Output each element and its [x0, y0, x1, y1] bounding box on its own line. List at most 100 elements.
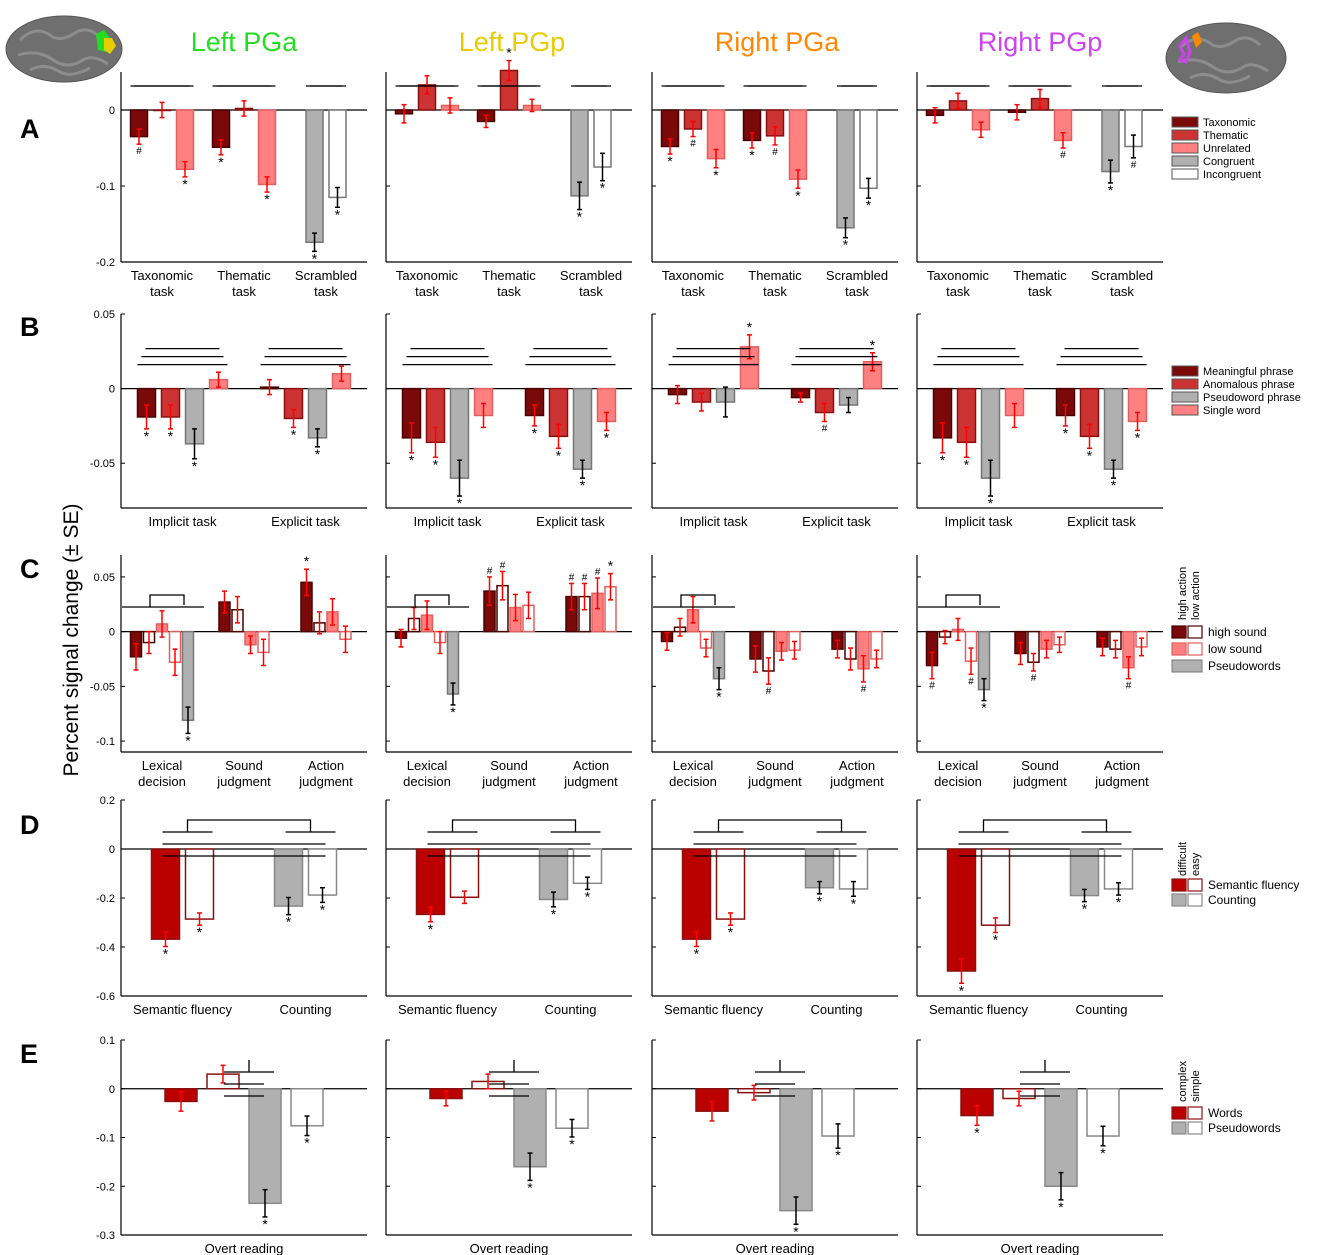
- plot-a-left-pgp: TaxonomictaskThematictask*Scrambledtask*…: [385, 45, 632, 299]
- group-label: Taxonomic: [131, 268, 194, 283]
- group-label: task: [763, 284, 787, 299]
- comparison-bracket: [489, 1060, 539, 1097]
- group-label: task: [415, 284, 439, 299]
- bar: [788, 109, 808, 180]
- group-label: Taxonomic: [662, 268, 725, 283]
- significance-star: *: [569, 1136, 575, 1152]
- group-label: Lexical: [673, 758, 714, 773]
- group-label: task: [681, 284, 705, 299]
- legend-label: low sound: [1208, 642, 1262, 656]
- significance-star: *: [433, 456, 439, 472]
- group-label: Explicit task: [271, 514, 340, 529]
- bar: [415, 848, 446, 916]
- legend-header: high action: [1177, 567, 1189, 620]
- significance-hash: #: [690, 139, 696, 150]
- group-label: Sound: [1021, 758, 1059, 773]
- significance-star: *: [264, 191, 270, 207]
- significance-star: *: [608, 558, 614, 574]
- legend-label: Pseudowords: [1208, 1121, 1281, 1135]
- bar: [150, 848, 181, 940]
- significance-star: *: [1087, 447, 1093, 463]
- plot-e-right-pga: Overt reading * *: [651, 1039, 898, 1255]
- legend-swatch: [1171, 642, 1187, 656]
- legend-label: Pseudowords: [1208, 659, 1281, 673]
- y-tick-label: 0: [109, 105, 115, 117]
- group-label: Implicit task: [945, 514, 1013, 529]
- significance-star: *: [974, 1124, 980, 1140]
- significance-star: *: [168, 428, 174, 444]
- significance-star: *: [1058, 1199, 1064, 1215]
- y-axis-label: Percent signal change (± SE): [60, 504, 83, 777]
- significance-star: *: [551, 906, 557, 922]
- group-label: Thematic: [217, 268, 271, 283]
- panel-letter-c: C: [20, 554, 40, 584]
- comparison-bracket: [427, 819, 601, 857]
- bar: [681, 848, 712, 940]
- y-tick-label: -0.1: [96, 181, 115, 193]
- group-label: judgment: [216, 774, 271, 789]
- significance-star: *: [585, 888, 591, 904]
- y-tick-label: -0.2: [96, 257, 115, 269]
- group-label: task: [232, 284, 256, 299]
- plot-a-right-pgp: TaxonomictaskThematictask#Scrambledtask*…: [916, 72, 1163, 299]
- comparison-bracket: [1020, 1060, 1070, 1097]
- bar: [305, 109, 324, 243]
- plot-e-left-pga: 0.1 0 -0.1 -0.2 -0.3 Overt reading * *: [96, 1035, 367, 1255]
- panel-letter-b: B: [20, 312, 40, 342]
- legend-swatch: [1187, 893, 1203, 907]
- bar: [572, 387, 593, 470]
- region-title-left-pgp: Left PGp: [459, 27, 566, 57]
- significance-star: *: [851, 895, 857, 911]
- y-tick-label: 0: [109, 627, 115, 639]
- significance-star: *: [218, 154, 224, 170]
- group-label: Implicit task: [680, 514, 748, 529]
- group-label: task: [150, 284, 174, 299]
- legend-header: simple: [1190, 1070, 1202, 1102]
- significance-star: *: [532, 425, 538, 441]
- bar: [779, 1088, 813, 1212]
- group-label: Thematic: [482, 268, 536, 283]
- y-tick-label: -0.05: [90, 681, 115, 693]
- significance-star: *: [312, 250, 318, 266]
- group-label: Action: [839, 758, 875, 773]
- legend-swatch: [1171, 116, 1199, 128]
- group-label: Counting: [279, 1002, 331, 1017]
- group-label: Scrambled: [295, 268, 357, 283]
- significance-star: *: [993, 932, 999, 948]
- significance-star: *: [556, 447, 562, 463]
- significance-star: *: [262, 1216, 268, 1232]
- bar: [449, 848, 480, 899]
- significance-star: *: [795, 187, 801, 203]
- significance-hash: #: [772, 147, 778, 158]
- group-label: Overt reading: [470, 1241, 549, 1255]
- right-brain-icon: [1165, 22, 1287, 94]
- bar: [538, 848, 569, 901]
- panel-letter-a: A: [20, 114, 40, 144]
- group-label: task: [1028, 284, 1052, 299]
- significance-star: *: [315, 446, 321, 462]
- significance-star: *: [940, 452, 946, 468]
- significance-star: *: [1082, 901, 1088, 917]
- legend-swatch: [1171, 878, 1187, 892]
- plot-b-left-pgp: Implicit task * * * Explicit task * * * *: [385, 313, 632, 529]
- significance-star: *: [185, 732, 191, 748]
- significance-star: *: [1100, 1145, 1106, 1161]
- group-label: Lexical: [142, 758, 183, 773]
- bar: [1044, 1088, 1078, 1187]
- significance-hash: #: [1060, 150, 1066, 161]
- significance-hash: #: [766, 686, 772, 697]
- y-tick-label: 0.1: [100, 1035, 115, 1047]
- significance-hash: #: [968, 676, 974, 687]
- legend-swatch: [1171, 625, 1187, 639]
- significance-star: *: [981, 700, 987, 716]
- legend-label: Counting: [1208, 893, 1256, 907]
- significance-star: *: [728, 924, 734, 940]
- legend-swatch: [1187, 1121, 1203, 1135]
- group-label: Taxonomic: [927, 268, 990, 283]
- y-tick-label: 0.05: [94, 309, 115, 321]
- plot-a-left-pga: 0-0.1-0.2Taxonomictask#*Thematictask**Sc…: [96, 72, 367, 299]
- group-label: decision: [403, 774, 451, 789]
- significance-star: *: [457, 495, 463, 511]
- plot-e-left-pgp: Overt reading * *: [385, 1039, 632, 1255]
